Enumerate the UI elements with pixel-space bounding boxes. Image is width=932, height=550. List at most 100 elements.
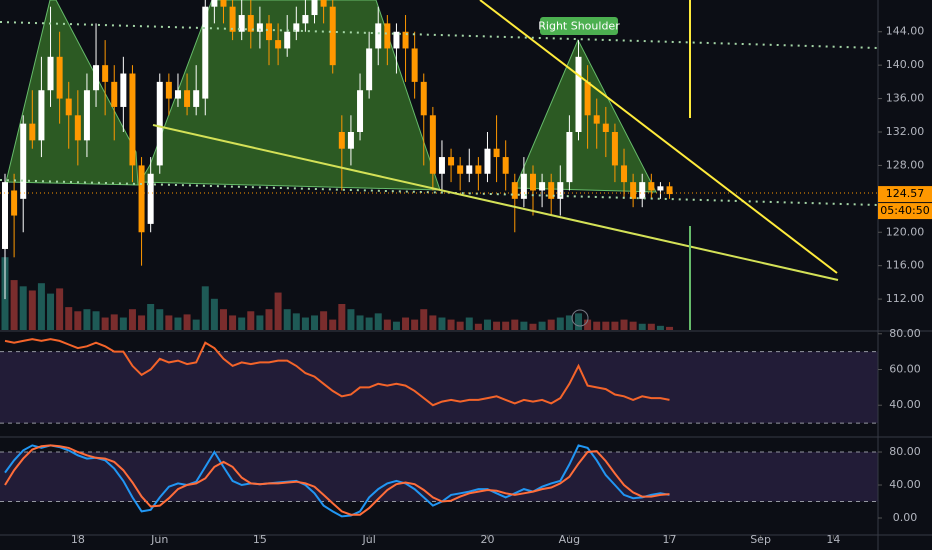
candle-body [338,132,345,149]
y-tick-label: 60.00 [889,363,921,376]
volume-bar [556,317,564,330]
candle-body [357,90,364,132]
volume-bar [101,317,109,330]
volume-bar [174,317,182,330]
volume-bar [456,321,464,330]
volume-bar [37,283,45,330]
x-tick-label: 14 [826,533,840,546]
right-shoulder [514,38,657,193]
price-label: 124.57 [886,187,925,200]
volume-bar [138,315,146,330]
candle-body [639,182,646,199]
band [0,351,878,424]
candle-body [411,48,418,82]
candle-body [402,31,409,49]
y-tick-label: 40.00 [889,478,921,491]
volume-bar [110,314,118,330]
y-tick-label: 80.00 [889,445,921,458]
volume-bar [256,315,264,330]
volume-bar [165,315,173,330]
volume-bar [392,321,400,330]
band [0,452,878,502]
y-tick-label: 128.00 [886,158,925,171]
volume-bar [584,319,592,330]
volume-bar [429,315,437,330]
volume-bar [201,286,209,330]
candle-body [566,132,573,183]
volume-bar [119,317,127,330]
candle-body [165,81,172,99]
candle-body [120,73,127,107]
volume-bar [383,319,391,330]
candle-body [511,182,518,199]
volume-bar [292,313,300,330]
volume-bar [92,311,100,330]
candle-body [448,157,455,166]
trendline [152,124,839,281]
volume-bar [365,317,373,330]
candle-body [93,65,100,91]
candle-body [611,132,618,166]
volume-bar [602,321,610,330]
candle-body [375,23,382,49]
volume-bar [529,323,537,330]
candle-body [438,157,445,174]
annotation: Right Shoulder [538,20,620,33]
candle-body [539,182,546,191]
candle-body [593,115,600,124]
volume-bar [338,304,346,330]
volume-bar [320,311,328,330]
candle-body [2,182,9,249]
volume-bar [474,323,482,330]
volume-bar [28,290,36,330]
volume-bar [301,317,309,330]
candle-body [284,31,291,49]
candle-body [384,23,391,49]
candle-body [211,0,218,7]
candles [1,0,674,330]
drawings [0,0,878,330]
candle-body [193,90,200,107]
y-tick-label: 112.00 [886,292,925,305]
y-tick-label: 144.00 [886,25,925,38]
candle-body [111,81,118,107]
candle-body [575,56,582,132]
candle-body [29,123,36,141]
y-tick-label: 132.00 [886,125,925,138]
y-tick-label: 120.00 [886,225,925,238]
candle-body [156,81,163,166]
candle-body [366,48,373,91]
candle-body [247,15,254,32]
candle-body [602,123,609,132]
volume-bar [274,292,282,330]
candle-body [11,190,18,216]
y-tick-label: 116.00 [886,259,925,272]
candle-body [457,165,464,174]
candle-body [393,31,400,49]
candle-body [56,56,63,99]
volume-bar [493,321,501,330]
candle-body [74,115,81,141]
y-tick-label: 140.00 [886,58,925,71]
candle-body [329,6,336,66]
candle-body [202,6,209,99]
candle-body [65,98,72,116]
volume-bar [402,317,410,330]
volume-bar [329,319,337,330]
candle-body [657,186,664,191]
candle-body [493,148,500,158]
volume-bar [156,309,164,330]
volume-bar [666,326,674,330]
candle-body [20,123,27,199]
countdown: 05:40:50 [880,204,929,217]
indicator-line [4,338,670,407]
volume-bar [47,293,55,330]
labels: 112.00116.00120.00124.00128.00132.00136.… [71,25,932,546]
x-tick-label: 17 [663,533,677,546]
y-tick-label: 136.00 [886,92,925,105]
candle-body [311,0,318,16]
countdown-box [878,203,932,220]
volume-bar [547,319,555,330]
price-label-box [878,186,932,203]
